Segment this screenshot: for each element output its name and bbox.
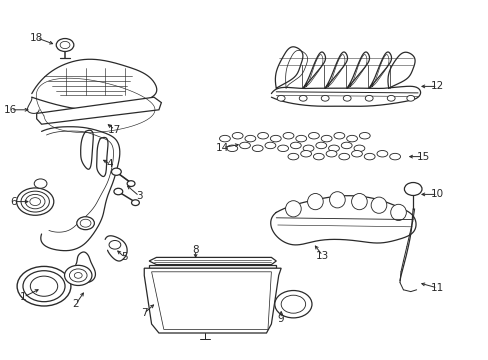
Ellipse shape	[321, 135, 331, 142]
Ellipse shape	[219, 135, 230, 142]
Text: 12: 12	[430, 81, 444, 91]
Circle shape	[274, 291, 311, 318]
Text: 10: 10	[430, 189, 443, 199]
Ellipse shape	[287, 153, 298, 160]
Circle shape	[60, 41, 70, 49]
Circle shape	[64, 265, 92, 285]
Ellipse shape	[290, 142, 301, 149]
Circle shape	[386, 95, 394, 101]
Ellipse shape	[359, 132, 369, 139]
Polygon shape	[149, 265, 276, 268]
Ellipse shape	[315, 142, 326, 149]
Circle shape	[30, 276, 58, 296]
Circle shape	[74, 273, 82, 278]
Circle shape	[109, 240, 121, 249]
Circle shape	[17, 188, 54, 215]
Circle shape	[17, 266, 71, 306]
Text: 2: 2	[72, 299, 79, 309]
Ellipse shape	[389, 153, 400, 160]
Ellipse shape	[353, 145, 364, 152]
Text: 6: 6	[10, 197, 17, 207]
Text: 16: 16	[4, 105, 18, 115]
Circle shape	[406, 95, 414, 101]
Ellipse shape	[244, 135, 255, 142]
Ellipse shape	[346, 135, 357, 142]
Ellipse shape	[232, 132, 243, 139]
Text: 15: 15	[415, 152, 429, 162]
Ellipse shape	[390, 204, 406, 220]
Ellipse shape	[351, 194, 366, 210]
Text: 14: 14	[215, 143, 229, 153]
Text: 1: 1	[20, 292, 27, 302]
Ellipse shape	[283, 132, 293, 139]
Text: 3: 3	[136, 191, 142, 201]
Ellipse shape	[277, 145, 288, 152]
Ellipse shape	[226, 145, 237, 152]
Text: 13: 13	[315, 251, 329, 261]
Circle shape	[404, 183, 421, 195]
Text: 5: 5	[121, 252, 128, 262]
Circle shape	[69, 269, 87, 282]
Polygon shape	[149, 257, 276, 265]
Circle shape	[277, 95, 285, 101]
Circle shape	[56, 39, 74, 51]
Ellipse shape	[329, 192, 345, 208]
Text: 17: 17	[108, 125, 122, 135]
Polygon shape	[37, 97, 161, 124]
Ellipse shape	[313, 153, 324, 160]
Ellipse shape	[370, 197, 386, 213]
Ellipse shape	[333, 132, 344, 139]
Circle shape	[281, 295, 305, 313]
Polygon shape	[144, 268, 281, 333]
Ellipse shape	[239, 142, 250, 149]
Circle shape	[80, 219, 91, 227]
Circle shape	[343, 95, 350, 101]
Text: 4: 4	[106, 159, 113, 169]
Circle shape	[365, 95, 372, 101]
Circle shape	[299, 95, 306, 101]
Circle shape	[34, 179, 47, 188]
Ellipse shape	[307, 194, 323, 210]
Ellipse shape	[252, 145, 263, 152]
Text: 9: 9	[277, 314, 284, 324]
Ellipse shape	[338, 153, 349, 160]
Circle shape	[114, 188, 122, 195]
Ellipse shape	[285, 201, 301, 217]
Ellipse shape	[295, 135, 306, 142]
Ellipse shape	[300, 150, 311, 157]
Circle shape	[127, 181, 135, 186]
Circle shape	[131, 200, 139, 206]
Ellipse shape	[264, 142, 275, 149]
Circle shape	[321, 95, 328, 101]
Ellipse shape	[257, 132, 268, 139]
Ellipse shape	[308, 132, 319, 139]
Ellipse shape	[376, 150, 387, 157]
Circle shape	[23, 271, 65, 302]
Circle shape	[77, 217, 94, 230]
Text: 7: 7	[141, 308, 147, 318]
Ellipse shape	[303, 145, 313, 152]
Ellipse shape	[325, 150, 336, 157]
Ellipse shape	[341, 142, 351, 149]
Ellipse shape	[351, 150, 362, 157]
Text: 8: 8	[192, 245, 199, 255]
Text: 18: 18	[30, 33, 43, 43]
Text: 11: 11	[430, 283, 444, 293]
Ellipse shape	[328, 145, 339, 152]
Ellipse shape	[270, 135, 281, 142]
Circle shape	[111, 168, 121, 175]
Ellipse shape	[364, 153, 374, 160]
